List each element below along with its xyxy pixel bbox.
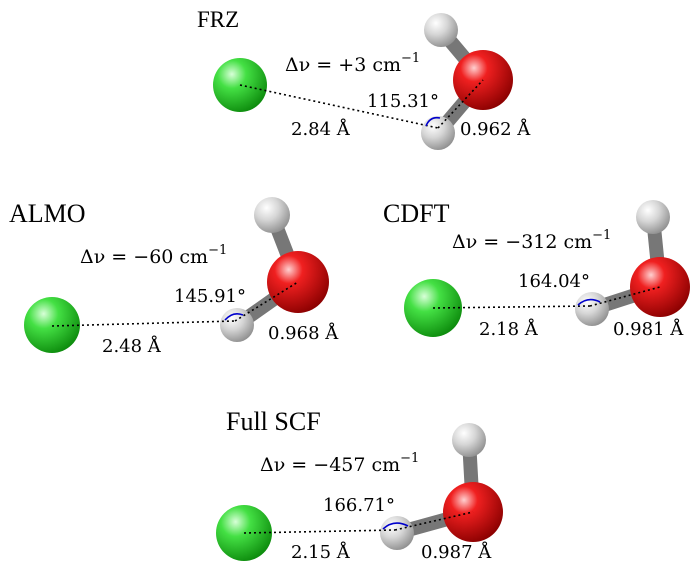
angle-label: 115.31° xyxy=(367,91,439,112)
angle-label: 166.71° xyxy=(323,495,395,516)
angle-arc xyxy=(425,116,441,127)
chlorine-atom xyxy=(24,297,80,353)
panel-title: Full SCF xyxy=(226,407,321,436)
angle-arc xyxy=(382,522,409,530)
panel-frz: FRZ Δν = +3 cm−1 115.31° 2.84 Å 0.962 Å xyxy=(197,7,531,150)
hydrogen-atom xyxy=(254,197,290,233)
oh-axis-line xyxy=(394,511,474,531)
panel-almo: ALMO Δν = −60 cm−1 145.91° 2.48 Å 0.968 … xyxy=(9,197,339,357)
panel-title: CDFT xyxy=(383,199,450,228)
oxygen-atom xyxy=(443,482,503,542)
hydrogen-bond-line xyxy=(51,320,236,327)
hydrogen-atom xyxy=(380,516,414,550)
distance-label: 2.48 Å xyxy=(102,335,162,357)
angle-arc xyxy=(577,298,601,306)
hydrogen-bond-line xyxy=(243,529,396,534)
hydrogen-atom xyxy=(424,13,458,47)
frequency-shift-label: Δν = +3 cm−1 xyxy=(285,51,420,76)
bond-length-label: 0.981 Å xyxy=(613,318,684,340)
angle-label: 164.04° xyxy=(518,271,590,292)
panel-title: ALMO xyxy=(9,199,86,228)
panel-title: FRZ xyxy=(197,7,239,32)
hydrogen-atom xyxy=(636,200,670,234)
hydrogen-atom xyxy=(452,423,486,457)
hydrogen-atom xyxy=(575,292,609,326)
angle-arc xyxy=(224,313,244,321)
hydrogen-atom xyxy=(421,116,455,150)
oh-axis-line xyxy=(589,286,661,307)
bond-length-label: 0.968 Å xyxy=(268,322,339,344)
panel-cdft: CDFT Δν = −312 cm−1 164.04° 2.18 Å 0.981… xyxy=(383,199,690,340)
bond-length-label: 0.962 Å xyxy=(460,118,531,140)
panel-full-scf: Full SCF Δν = −457 cm−1 166.71° 2.15 Å 0… xyxy=(216,407,503,563)
frequency-shift-label: Δν = −60 cm−1 xyxy=(80,243,227,268)
hydrogen-bond-line xyxy=(432,305,591,309)
oh-axis-line xyxy=(234,281,299,322)
distance-label: 2.15 Å xyxy=(291,541,351,563)
bond-length-label: 0.987 Å xyxy=(421,541,492,563)
distance-label: 2.18 Å xyxy=(479,318,539,340)
oh-axis-line xyxy=(437,79,484,129)
oxygen-atom xyxy=(267,251,329,313)
distance-label: 2.84 Å xyxy=(291,118,351,140)
frequency-shift-label: Δν = −457 cm−1 xyxy=(260,451,419,476)
angle-label: 145.91° xyxy=(174,286,246,307)
oxygen-atom xyxy=(630,257,690,317)
frequency-shift-label: Δν = −312 cm−1 xyxy=(452,228,611,253)
hydrogen-bond-line xyxy=(239,84,439,129)
